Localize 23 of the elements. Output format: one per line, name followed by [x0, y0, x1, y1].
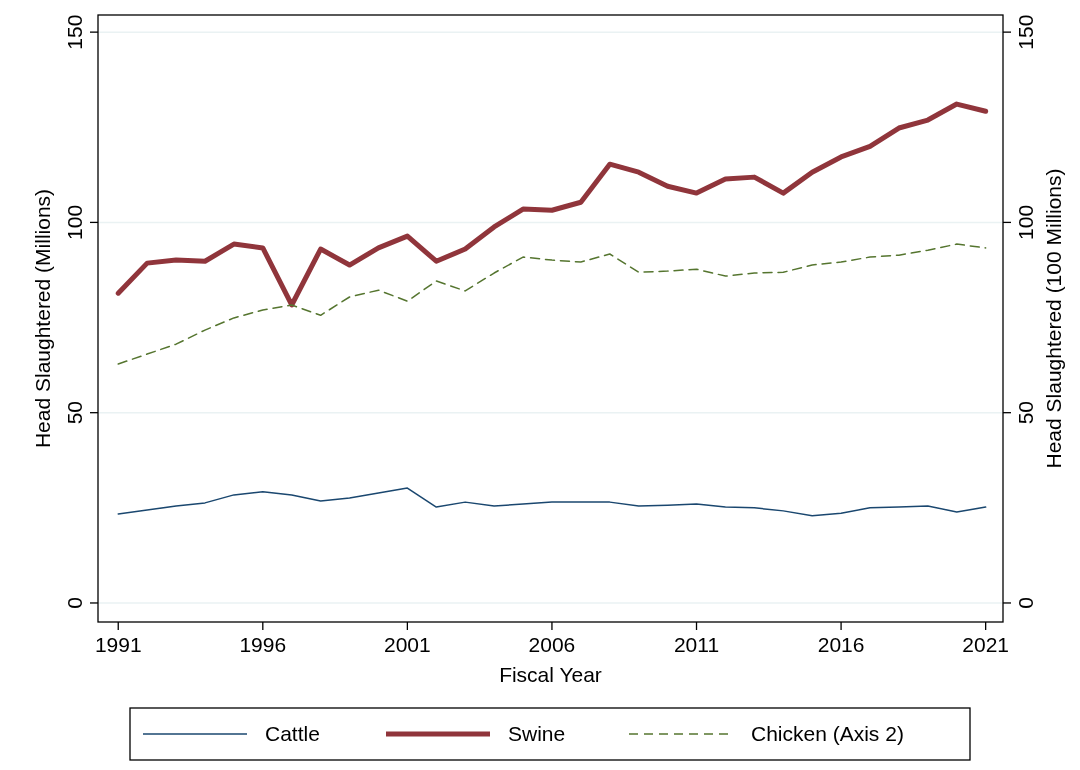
x-tick-label: 1991	[94, 633, 142, 656]
x-tick-label: 2021	[962, 633, 1010, 656]
legend-label: Swine	[508, 722, 566, 745]
line-series	[117, 243, 987, 365]
y-tick-label: 0	[63, 597, 86, 609]
x-tick-label: 2011	[673, 633, 720, 656]
y2-axis-title: Head Slaughtered (100 Millions)	[1042, 168, 1065, 469]
y2-tick-label: 150	[1014, 14, 1038, 50]
x-tick-label: 1996	[239, 633, 287, 656]
y-tick-label: 50	[63, 401, 86, 425]
x-tick-label: 2001	[384, 633, 431, 656]
legend-label: Chicken (Axis 2)	[751, 722, 904, 745]
y-axis-title: Head Slaughtered (Millions)	[31, 188, 54, 449]
line-series	[117, 487, 987, 517]
legend-label: Cattle	[265, 722, 320, 745]
y2-tick-label: 0	[1014, 597, 1038, 609]
x-tick-label: 2006	[528, 633, 576, 656]
y-tick-label: 100	[63, 204, 86, 240]
x-axis-title: Fiscal Year	[499, 663, 602, 686]
y2-tick-label: 50	[1014, 401, 1038, 425]
x-tick-label: 2016	[817, 633, 865, 656]
y-tick-label: 150	[63, 14, 86, 50]
y2-tick-label: 100	[1014, 204, 1038, 240]
